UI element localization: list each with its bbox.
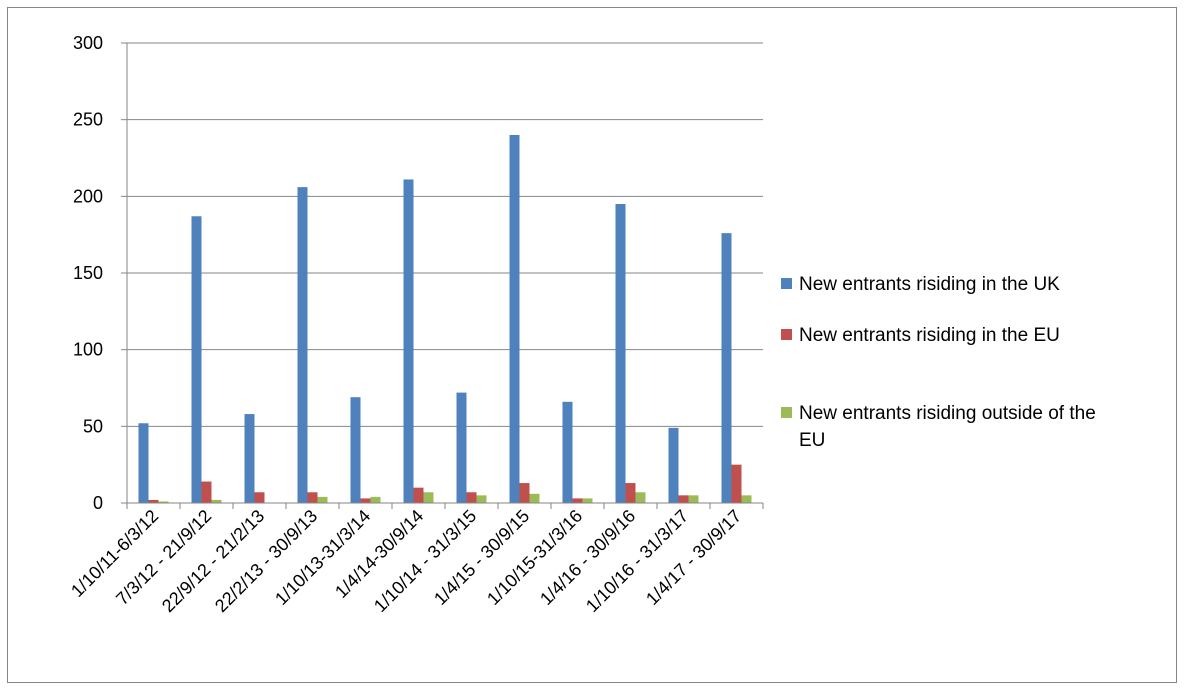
legend-swatch <box>781 329 792 340</box>
bar <box>529 493 540 503</box>
bar <box>678 495 689 503</box>
x-tick-label: 1/4/15 - 30/9/15 <box>430 506 533 609</box>
bar <box>360 498 371 503</box>
bar <box>211 499 222 503</box>
bar <box>423 492 434 503</box>
y-tick-label: 200 <box>73 186 103 206</box>
bar <box>635 492 646 503</box>
bar <box>456 392 467 503</box>
y-tick-label: 150 <box>73 263 103 283</box>
bar <box>201 481 212 503</box>
y-tick-label: 100 <box>73 340 103 360</box>
x-tick-label: 7/3/12 - 21/9/12 <box>112 506 215 609</box>
bar <box>317 496 328 503</box>
bar <box>625 483 636 503</box>
legend-label: New entrants risiding outside of the EU <box>799 403 1096 451</box>
bars <box>138 135 752 503</box>
y-tick-label: 0 <box>93 493 103 513</box>
bar <box>668 427 679 503</box>
bar <box>615 204 626 503</box>
bar <box>413 487 424 503</box>
bar <box>582 498 593 503</box>
bar <box>688 495 699 503</box>
y-tick-label: 300 <box>73 33 103 53</box>
bar <box>138 423 149 503</box>
legend: New entrants risiding in the UK New entra… <box>781 274 1096 451</box>
bar <box>254 492 265 503</box>
bar <box>148 499 159 503</box>
legend-swatch <box>781 278 792 289</box>
bar <box>307 492 318 503</box>
bar <box>519 483 530 503</box>
bar <box>244 414 255 503</box>
bar <box>731 464 742 503</box>
bar <box>509 135 520 503</box>
bar <box>191 216 202 503</box>
legend-label: New entrants risiding in the UK <box>799 274 1060 295</box>
bar <box>297 187 308 503</box>
bar <box>158 501 169 503</box>
bar <box>476 495 487 503</box>
bar <box>572 498 583 503</box>
bar <box>721 233 732 503</box>
x-tick-label: 1/4/17 - 30/9/17 <box>642 506 745 609</box>
y-tick-label: 250 <box>73 110 103 130</box>
x-tick-label: 1/10/13-31/3/14 <box>271 506 374 609</box>
bar <box>350 397 361 503</box>
bar <box>370 496 381 503</box>
x-tick-label: 1/10/15-31/3/16 <box>483 506 586 609</box>
y-tick-label: 50 <box>83 416 103 436</box>
x-tick-label: 1/4/16 - 30/9/16 <box>536 506 639 609</box>
legend-label: New entrants risiding in the EU <box>799 325 1060 346</box>
y-axis-ticks: 0 50 100 150 200 250 300 <box>73 33 127 513</box>
bar <box>403 179 414 503</box>
legend-swatch <box>781 407 792 418</box>
bar <box>741 495 752 503</box>
gridlines <box>127 42 763 427</box>
bar <box>466 492 477 503</box>
bar <box>562 401 573 503</box>
